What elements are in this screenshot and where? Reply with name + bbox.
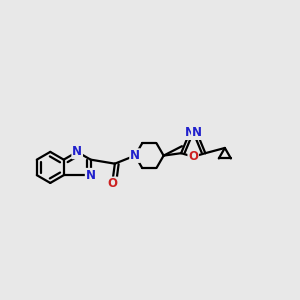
Text: N: N [192,126,202,139]
Text: N: N [85,169,96,182]
Text: N: N [184,126,195,139]
Text: N: N [130,149,140,162]
Text: O: O [188,150,198,163]
Text: O: O [107,177,117,190]
Text: N: N [72,146,82,158]
